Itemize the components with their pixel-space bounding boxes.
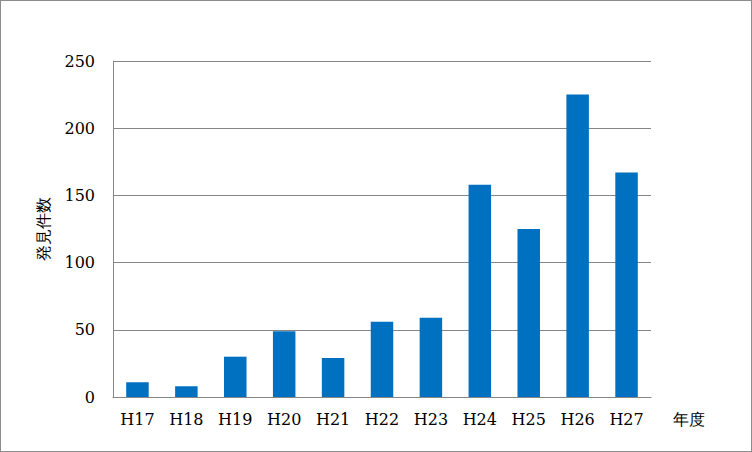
svg-text:0: 0 bbox=[85, 388, 95, 407]
svg-text:H20: H20 bbox=[267, 410, 301, 429]
svg-text:100: 100 bbox=[64, 253, 95, 272]
svg-text:H27: H27 bbox=[609, 410, 643, 429]
svg-text:発見件数: 発見件数 bbox=[34, 197, 53, 261]
svg-text:年度: 年度 bbox=[673, 410, 705, 429]
svg-text:H26: H26 bbox=[560, 410, 594, 429]
svg-text:H23: H23 bbox=[414, 410, 448, 429]
svg-text:150: 150 bbox=[64, 186, 95, 205]
svg-text:H24: H24 bbox=[463, 410, 497, 429]
svg-text:H25: H25 bbox=[512, 410, 546, 429]
svg-text:250: 250 bbox=[64, 52, 95, 71]
svg-text:200: 200 bbox=[64, 119, 95, 138]
svg-text:H22: H22 bbox=[365, 410, 399, 429]
svg-text:H19: H19 bbox=[218, 410, 252, 429]
svg-text:H18: H18 bbox=[169, 410, 203, 429]
svg-text:50: 50 bbox=[75, 320, 95, 339]
svg-text:H21: H21 bbox=[316, 410, 350, 429]
svg-text:H17: H17 bbox=[120, 410, 154, 429]
